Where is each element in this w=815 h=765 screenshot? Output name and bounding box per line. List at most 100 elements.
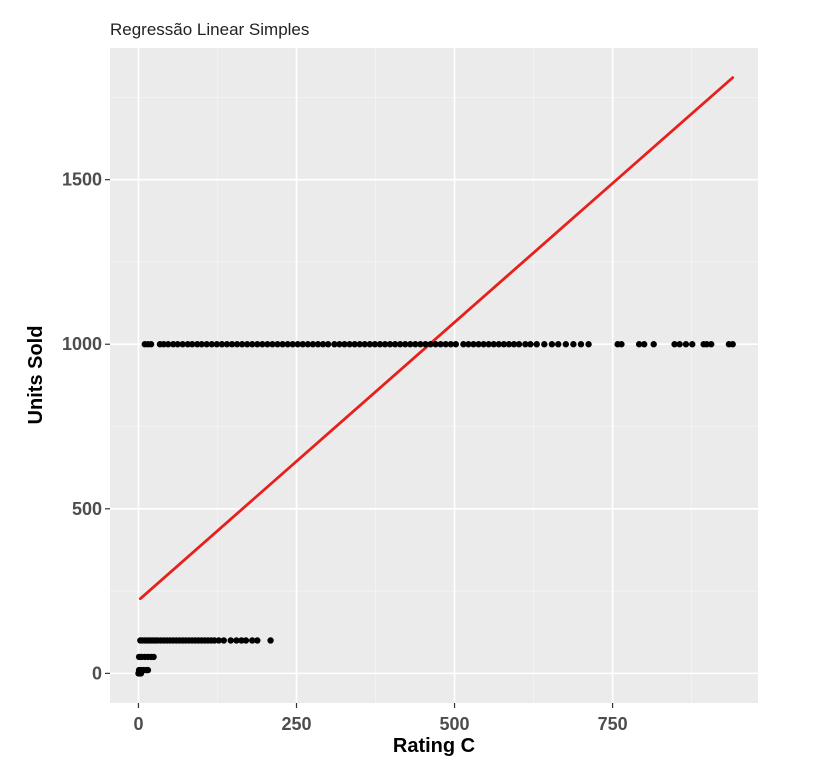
data-point <box>331 341 338 348</box>
data-point <box>391 341 399 348</box>
data-point <box>417 341 424 348</box>
data-point <box>505 341 513 348</box>
regression-line <box>138 76 735 601</box>
data-point <box>682 341 690 348</box>
data-point <box>238 341 246 348</box>
data-point <box>422 341 429 348</box>
data-point <box>396 341 404 348</box>
data-point <box>475 341 482 348</box>
data-point <box>249 637 256 644</box>
data-point <box>442 341 449 348</box>
data-point <box>242 637 250 644</box>
y-tick-label: 1000 <box>62 334 102 354</box>
data-point <box>490 341 497 348</box>
data-point <box>341 341 348 348</box>
data-point <box>160 341 167 348</box>
data-point <box>294 341 301 348</box>
data-point <box>269 341 276 348</box>
data-point <box>198 341 205 348</box>
data-point <box>314 341 322 348</box>
data-point <box>211 637 218 644</box>
x-tick-label: 250 <box>281 714 311 734</box>
data-point <box>510 341 518 348</box>
data-point <box>641 341 648 348</box>
data-point <box>618 341 625 348</box>
data-point <box>650 341 657 348</box>
y-tick-label: 1500 <box>62 170 102 190</box>
data-point <box>223 341 231 348</box>
data-point <box>412 341 419 348</box>
data-point <box>356 341 363 348</box>
data-point <box>243 341 251 348</box>
data-point <box>585 341 592 348</box>
data-point <box>228 341 236 348</box>
data-point <box>264 341 271 348</box>
data-point <box>254 637 261 644</box>
data-point <box>402 341 409 348</box>
data-point <box>460 341 467 348</box>
data-point <box>577 341 585 348</box>
data-point <box>500 341 508 348</box>
data-point <box>150 653 157 661</box>
data-point <box>137 670 145 677</box>
data-point <box>274 341 281 348</box>
data-point <box>289 341 296 348</box>
x-tick-label: 750 <box>598 714 628 734</box>
data-point <box>452 341 460 348</box>
data-point <box>249 341 256 348</box>
data-point <box>346 341 353 348</box>
data-point <box>480 341 487 348</box>
data-point <box>470 341 477 348</box>
data-point <box>174 341 181 348</box>
data-point <box>254 341 261 348</box>
data-point <box>548 341 556 348</box>
data-point <box>233 637 240 644</box>
data-point <box>371 341 379 348</box>
data-point <box>533 341 540 348</box>
data-point <box>147 341 155 348</box>
data-point <box>179 341 186 348</box>
x-axis-title: Rating C <box>393 735 475 757</box>
data-point <box>284 341 291 348</box>
data-point <box>495 341 502 348</box>
data-point <box>238 637 245 644</box>
data-point <box>366 341 374 348</box>
data-point <box>336 341 343 348</box>
data-point <box>570 341 577 348</box>
data-point <box>324 341 332 348</box>
data-point <box>220 637 227 644</box>
data-point <box>299 341 307 348</box>
data-point <box>527 341 534 348</box>
data-point <box>279 341 286 348</box>
data-point <box>485 341 492 348</box>
data-point <box>213 341 221 348</box>
data-point <box>555 341 562 348</box>
data-point <box>447 341 454 348</box>
data-point <box>227 637 234 644</box>
data-point <box>376 341 384 348</box>
data-point <box>203 341 210 348</box>
scatter-points <box>135 341 736 677</box>
data-point <box>386 341 394 348</box>
data-point <box>144 666 152 674</box>
x-tick-label: 0 <box>133 714 143 734</box>
data-point <box>635 341 643 348</box>
data-point <box>215 637 222 644</box>
data-point <box>194 341 201 348</box>
data-point <box>515 341 523 348</box>
data-point <box>676 341 683 348</box>
data-point <box>233 341 241 348</box>
plot-panel <box>110 48 758 703</box>
chart-title: Regressão Linear Simples <box>110 20 309 39</box>
data-point <box>708 341 715 348</box>
data-point <box>309 341 317 348</box>
data-point <box>267 637 274 644</box>
data-point <box>562 341 570 348</box>
data-point <box>689 341 696 348</box>
data-point <box>361 341 368 348</box>
data-point <box>465 341 472 348</box>
data-point <box>351 341 358 348</box>
data-point <box>164 341 172 348</box>
data-point <box>432 341 439 348</box>
data-point <box>218 341 226 348</box>
